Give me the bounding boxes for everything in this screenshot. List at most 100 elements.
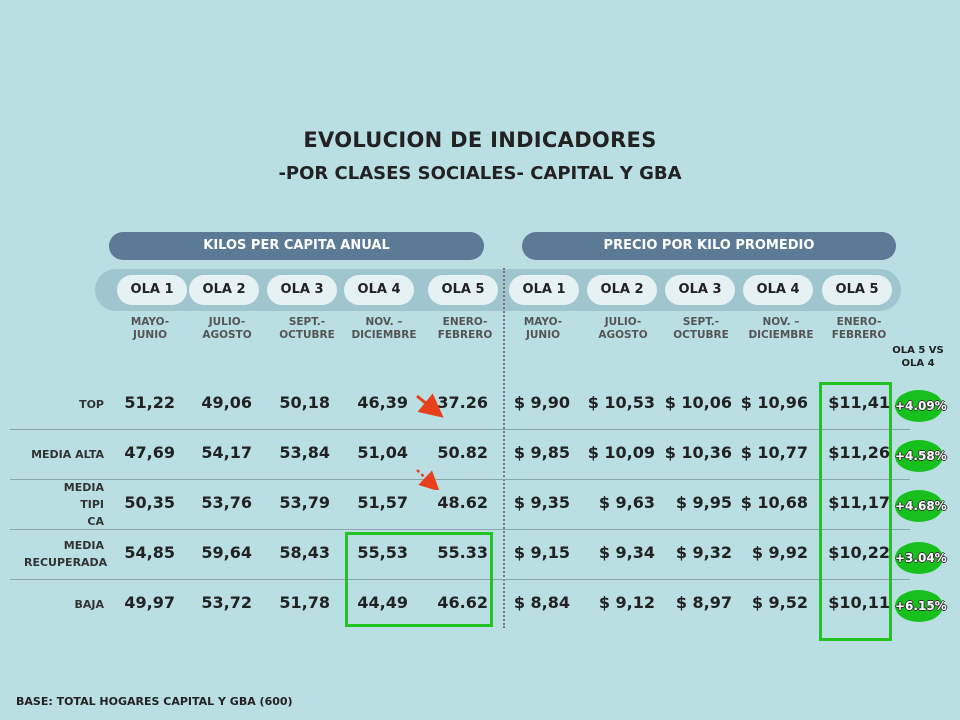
precio-cell: $ 9,35 <box>513 493 570 512</box>
period-line: DICIEMBRE <box>748 329 814 341</box>
row-label-line: TOP <box>79 397 104 411</box>
kilos-cell: 50,18 <box>279 393 330 412</box>
precio-cell: $ 9,85 <box>513 443 570 462</box>
precio-cell: $ 10,06 <box>664 393 732 412</box>
period-line: FEBRERO <box>831 329 887 341</box>
kilos-cell: 37.26 <box>437 393 488 412</box>
kilos-cell: 54,17 <box>201 443 252 462</box>
kilos-cell: 59,64 <box>201 543 252 562</box>
precio-cell: $ 9,32 <box>675 543 732 562</box>
precio-cell: $ 9,12 <box>598 593 655 612</box>
ola-label: OLA 2 <box>189 275 259 305</box>
period-line: OCTUBRE <box>673 329 729 341</box>
change-badge: +6.15% <box>895 590 947 622</box>
kilos-cell: 53,84 <box>279 443 330 462</box>
period-label: JULIO- AGOSTO <box>583 316 663 342</box>
period-label: MAYO- JUNIO <box>110 316 190 342</box>
kilos-cell: 51,04 <box>357 443 408 462</box>
precio-cell: $10,11 <box>828 593 890 612</box>
precio-cell: $11,26 <box>828 443 890 462</box>
period-line: MAYO- <box>523 316 563 328</box>
period-line: ENERO- <box>442 316 488 328</box>
period-label: SEPT.- OCTUBRE <box>267 316 347 342</box>
highlight-box-precio <box>819 382 892 641</box>
period-line: MAYO- <box>130 316 170 328</box>
change-badge: +4.58% <box>895 440 947 472</box>
period-label: SEPT.- OCTUBRE <box>661 316 741 342</box>
period-line: JULIO- <box>604 316 642 328</box>
row-label-line: RECUPERADA <box>24 556 108 569</box>
precio-cell: $ 9,92 <box>751 543 808 562</box>
kilos-cell: 46.62 <box>437 593 488 612</box>
ola-label: OLA 5 <box>822 275 892 305</box>
row-label-line: TIPI <box>80 497 104 511</box>
section-divider <box>503 268 505 628</box>
kilos-cell: 51,78 <box>279 593 330 612</box>
comparison-header: OLA 5 VS OLA 4 <box>880 344 956 370</box>
kilos-cell: 53,76 <box>201 493 252 512</box>
period-label: ENERO- FEBRERO <box>819 316 899 342</box>
ola-label: OLA 5 <box>428 275 498 305</box>
period-line: JUNIO <box>132 329 168 341</box>
section-header-kilos: KILOS PER CAPITA ANUAL <box>109 232 484 260</box>
row-label: TOP <box>24 396 104 413</box>
row-label-line: MEDIA ALTA <box>31 447 104 461</box>
period-line: SEPT.- <box>288 316 326 328</box>
precio-cell: $ 10,96 <box>740 393 808 412</box>
precio-cell: $10,22 <box>828 543 890 562</box>
row-separator <box>10 579 910 580</box>
row-label: BAJA <box>24 596 104 613</box>
precio-cell: $ 8,97 <box>675 593 732 612</box>
row-separator <box>10 529 910 530</box>
precio-cell: $ 9,52 <box>751 593 808 612</box>
precio-cell: $ 9,95 <box>675 493 732 512</box>
precio-cell: $ 9,63 <box>598 493 655 512</box>
period-line: JULIO- <box>208 316 246 328</box>
kilos-cell: 54,85 <box>124 543 175 562</box>
period-line: ENERO- <box>836 316 882 328</box>
kilos-cell: 50.82 <box>437 443 488 462</box>
period-label: NOV. – DICIEMBRE <box>344 316 424 342</box>
precio-cell: $ 10,53 <box>587 393 655 412</box>
row-separator <box>10 429 910 430</box>
row-label-line: MEDIA <box>63 480 104 494</box>
ola-label: OLA 2 <box>587 275 657 305</box>
period-label: ENERO- FEBRERO <box>425 316 505 342</box>
precio-cell: $ 10,36 <box>664 443 732 462</box>
period-line: NOV. – <box>365 316 403 328</box>
kilos-cell: 53,72 <box>201 593 252 612</box>
ola-label: OLA 4 <box>344 275 414 305</box>
period-label: NOV. – DICIEMBRE <box>741 316 821 342</box>
kilos-cell: 51,22 <box>124 393 175 412</box>
comparison-header-line: OLA 4 <box>901 358 935 369</box>
period-line: OCTUBRE <box>279 329 335 341</box>
period-line: AGOSTO <box>598 329 648 341</box>
row-label: MEDIA ALTA <box>24 446 104 463</box>
row-label-line: MEDIA <box>63 539 104 552</box>
precio-cell: $ 9,34 <box>598 543 655 562</box>
precio-cell: $ 10,68 <box>740 493 808 512</box>
base-footnote: BASE: TOTAL HOGARES CAPITAL Y GBA (600) <box>16 695 293 708</box>
period-line: SEPT.- <box>682 316 720 328</box>
kilos-cell: 58,43 <box>279 543 330 562</box>
precio-cell: $ 9,90 <box>513 393 570 412</box>
period-line: JUNIO <box>525 329 561 341</box>
precio-cell: $ 9,15 <box>513 543 570 562</box>
precio-cell: $11,41 <box>828 393 890 412</box>
page-subtitle: -POR CLASES SOCIALES- CAPITAL Y GBA <box>278 163 682 184</box>
precio-cell: $ 10,09 <box>587 443 655 462</box>
kilos-cell: 49,06 <box>201 393 252 412</box>
precio-cell: $11,17 <box>828 493 890 512</box>
kilos-cell: 48.62 <box>437 493 488 512</box>
down-arrow-dotted-icon <box>416 469 440 490</box>
row-label-line: CA <box>87 514 104 528</box>
section-header-precio: PRECIO POR KILO PROMEDIO <box>522 232 896 260</box>
page-title: EVOLUCION DE INDICADORES <box>303 128 657 152</box>
highlight-box-kilos <box>345 532 493 627</box>
trend-arrows <box>416 393 444 490</box>
change-badge: +3.04% <box>895 542 947 574</box>
kilos-cell: 44,49 <box>357 593 408 612</box>
period-label: MAYO- JUNIO <box>503 316 583 342</box>
period-line: AGOSTO <box>202 329 252 341</box>
row-label-line: BAJA <box>74 597 104 611</box>
